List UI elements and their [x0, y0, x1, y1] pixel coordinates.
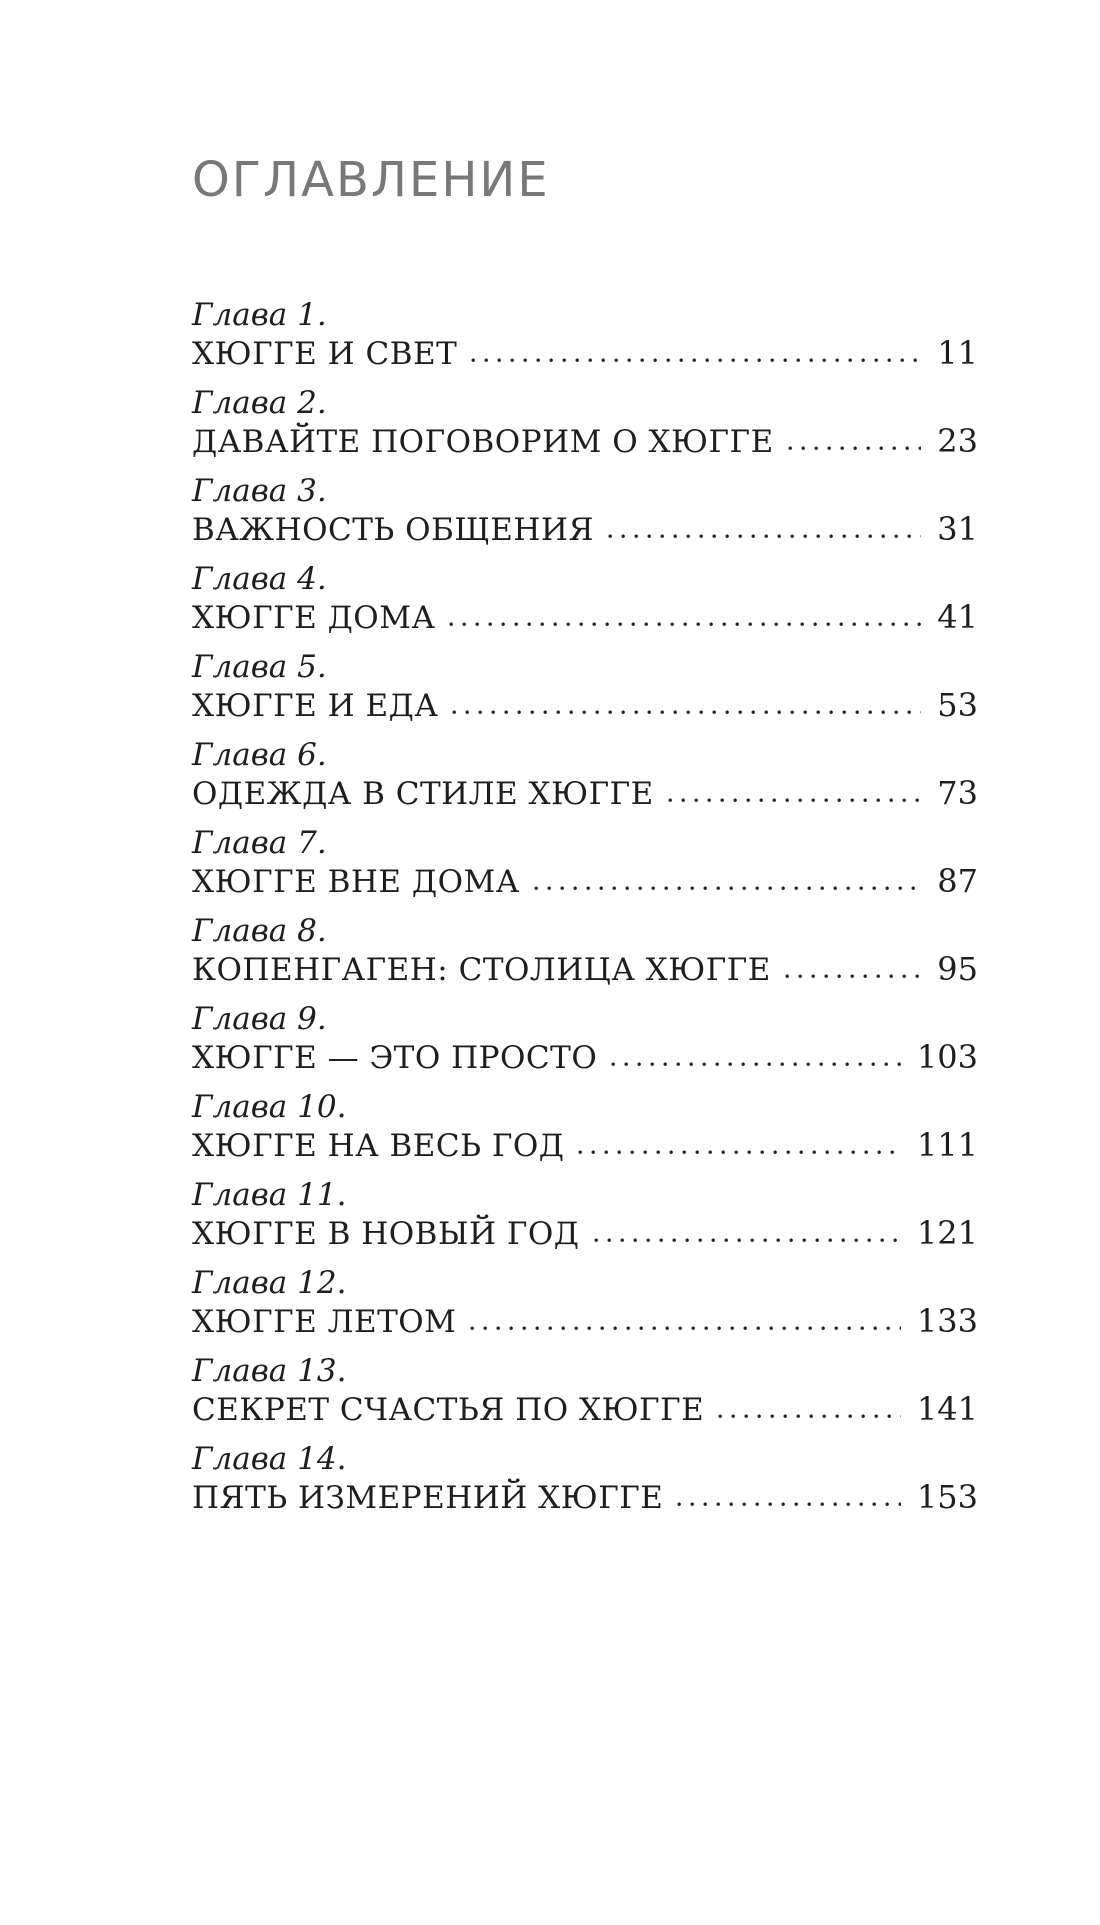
chapter-title: СЕКРЕТ СЧАСТЬЯ ПО ХЮГГЕ: [192, 1392, 705, 1428]
chapter-row: ХЮГГЕ ВНЕ ДОМА 87: [192, 862, 978, 901]
toc-entry-list: Глава 1. ХЮГГЕ И СВЕТ 11 Глава 2. ДАВАЙТ…: [192, 296, 978, 1528]
toc-entry: Глава 2. ДАВАЙТЕ ПОГОВОРИМ О ХЮГГЕ 23: [192, 384, 978, 461]
chapter-row: КОПЕНГАГЕН: СТОЛИЦА ХЮГГЕ 95: [192, 950, 978, 989]
toc-entry: Глава 9. ХЮГГЕ — ЭТО ПРОСТО 103: [192, 1000, 978, 1077]
page-number: 153: [916, 1478, 978, 1516]
chapter-label: Глава 10.: [192, 1089, 347, 1125]
chapter-label: Глава 9.: [192, 1001, 327, 1037]
chapter-row: ХЮГГЕ И СВЕТ 11: [192, 334, 978, 373]
page-number: 103: [916, 1038, 978, 1076]
toc-entry: Глава 4. ХЮГГЕ ДОМА 41: [192, 560, 978, 637]
page-number: 141: [916, 1390, 978, 1428]
dot-leader: [611, 1062, 901, 1067]
page-title: ОГЛАВЛЕНИЕ: [192, 152, 550, 208]
dot-leader: [470, 1326, 901, 1331]
page-number: 41: [937, 598, 978, 636]
toc-entry: Глава 7. ХЮГГЕ ВНЕ ДОМА 87: [192, 824, 978, 901]
chapter-row: ХЮГГЕ В НОВЫЙ ГОД 121: [192, 1214, 978, 1253]
chapter-row: ХЮГГЕ ДОМА 41: [192, 598, 978, 637]
chapter-row: ХЮГГЕ И ЕДА 53: [192, 686, 978, 725]
chapter-row: ХЮГГЕ — ЭТО ПРОСТО 103: [192, 1038, 978, 1077]
dot-leader: [452, 710, 922, 715]
dot-leader: [787, 446, 922, 451]
chapter-label: Глава 14.: [192, 1441, 347, 1477]
page-number: 11: [937, 334, 978, 372]
page-number: 111: [916, 1126, 978, 1164]
chapter-row: СЕКРЕТ СЧАСТЬЯ ПО ХЮГГЕ 141: [192, 1390, 978, 1429]
chapter-title: ВАЖНОСТЬ ОБЩЕНИЯ: [192, 512, 594, 548]
chapter-title: ХЮГГЕ ЛЕТОМ: [192, 1304, 457, 1340]
dot-leader: [784, 974, 922, 979]
chapter-title: ПЯТЬ ИЗМЕРЕНИЙ ХЮГГЕ: [192, 1480, 664, 1516]
chapter-title: КОПЕНГАГЕН: СТОЛИЦА ХЮГГЕ: [192, 952, 771, 988]
chapter-label: Глава 8.: [192, 913, 327, 949]
chapter-title: ХЮГГЕ НА ВЕСЬ ГОД: [192, 1128, 565, 1164]
chapter-label: Глава 1.: [192, 297, 327, 333]
toc-entry: Глава 3. ВАЖНОСТЬ ОБЩЕНИЯ 31: [192, 472, 978, 549]
toc-entry: Глава 6. ОДЕЖДА В СТИЛЕ ХЮГГЕ 73: [192, 736, 978, 813]
toc-entry: Глава 13. СЕКРЕТ СЧАСТЬЯ ПО ХЮГГЕ 141: [192, 1352, 978, 1429]
page-number: 121: [916, 1214, 978, 1252]
toc-entry: Глава 5. ХЮГГЕ И ЕДА 53: [192, 648, 978, 725]
chapter-row: ДАВАЙТЕ ПОГОВОРИМ О ХЮГГЕ 23: [192, 422, 978, 461]
chapter-label: Глава 3.: [192, 473, 327, 509]
chapter-label: Глава 11.: [192, 1177, 347, 1213]
chapter-title: ОДЕЖДА В СТИЛЕ ХЮГГЕ: [192, 776, 654, 812]
chapter-title: ХЮГГЕ И СВЕТ: [192, 336, 458, 372]
chapter-row: ХЮГГЕ НА ВЕСЬ ГОД 111: [192, 1126, 978, 1165]
toc-entry: Глава 14. ПЯТЬ ИЗМЕРЕНИЙ ХЮГГЕ 153: [192, 1440, 978, 1517]
chapter-title: ХЮГГЕ ДОМА: [192, 600, 436, 636]
dot-leader: [677, 1502, 901, 1507]
dot-leader: [449, 622, 922, 627]
toc-entry: Глава 8. КОПЕНГАГЕН: СТОЛИЦА ХЮГГЕ 95: [192, 912, 978, 989]
dot-leader: [607, 534, 922, 539]
chapter-row: ПЯТЬ ИЗМЕРЕНИЙ ХЮГГЕ 153: [192, 1478, 978, 1517]
chapter-label: Глава 12.: [192, 1265, 347, 1301]
page-number: 23: [937, 422, 978, 460]
chapter-row: ОДЕЖДА В СТИЛЕ ХЮГГЕ 73: [192, 774, 978, 813]
page-number: 87: [937, 862, 978, 900]
chapter-label: Глава 4.: [192, 561, 327, 597]
page-number: 133: [916, 1302, 978, 1340]
chapter-title: ХЮГГЕ ВНЕ ДОМА: [192, 864, 520, 900]
chapter-row: ВАЖНОСТЬ ОБЩЕНИЯ 31: [192, 510, 978, 549]
chapter-label: Глава 7.: [192, 825, 327, 861]
toc-entry: Глава 1. ХЮГГЕ И СВЕТ 11: [192, 296, 978, 373]
chapter-label: Глава 5.: [192, 649, 327, 685]
dot-leader: [718, 1414, 901, 1419]
page-number: 73: [937, 774, 978, 812]
chapter-row: ХЮГГЕ ЛЕТОМ 133: [192, 1302, 978, 1341]
page-number: 53: [937, 686, 978, 724]
chapter-title: ХЮГГЕ В НОВЫЙ ГОД: [192, 1216, 580, 1252]
dot-leader: [533, 886, 922, 891]
chapter-title: ХЮГГЕ И ЕДА: [192, 688, 439, 724]
dot-leader: [578, 1150, 901, 1155]
toc-entry: Глава 11. ХЮГГЕ В НОВЫЙ ГОД 121: [192, 1176, 978, 1253]
toc-entry: Глава 12. ХЮГГЕ ЛЕТОМ 133: [192, 1264, 978, 1341]
page-number: 95: [937, 950, 978, 988]
dot-leader: [667, 798, 922, 803]
toc-entry: Глава 10. ХЮГГЕ НА ВЕСЬ ГОД 111: [192, 1088, 978, 1165]
chapter-label: Глава 13.: [192, 1353, 347, 1389]
dot-leader: [471, 358, 922, 363]
chapter-label: Глава 6.: [192, 737, 327, 773]
chapter-label: Глава 2.: [192, 385, 327, 421]
page-number: 31: [937, 510, 978, 548]
chapter-title: ДАВАЙТЕ ПОГОВОРИМ О ХЮГГЕ: [192, 424, 774, 460]
chapter-title: ХЮГГЕ — ЭТО ПРОСТО: [192, 1040, 598, 1076]
dot-leader: [593, 1238, 901, 1243]
